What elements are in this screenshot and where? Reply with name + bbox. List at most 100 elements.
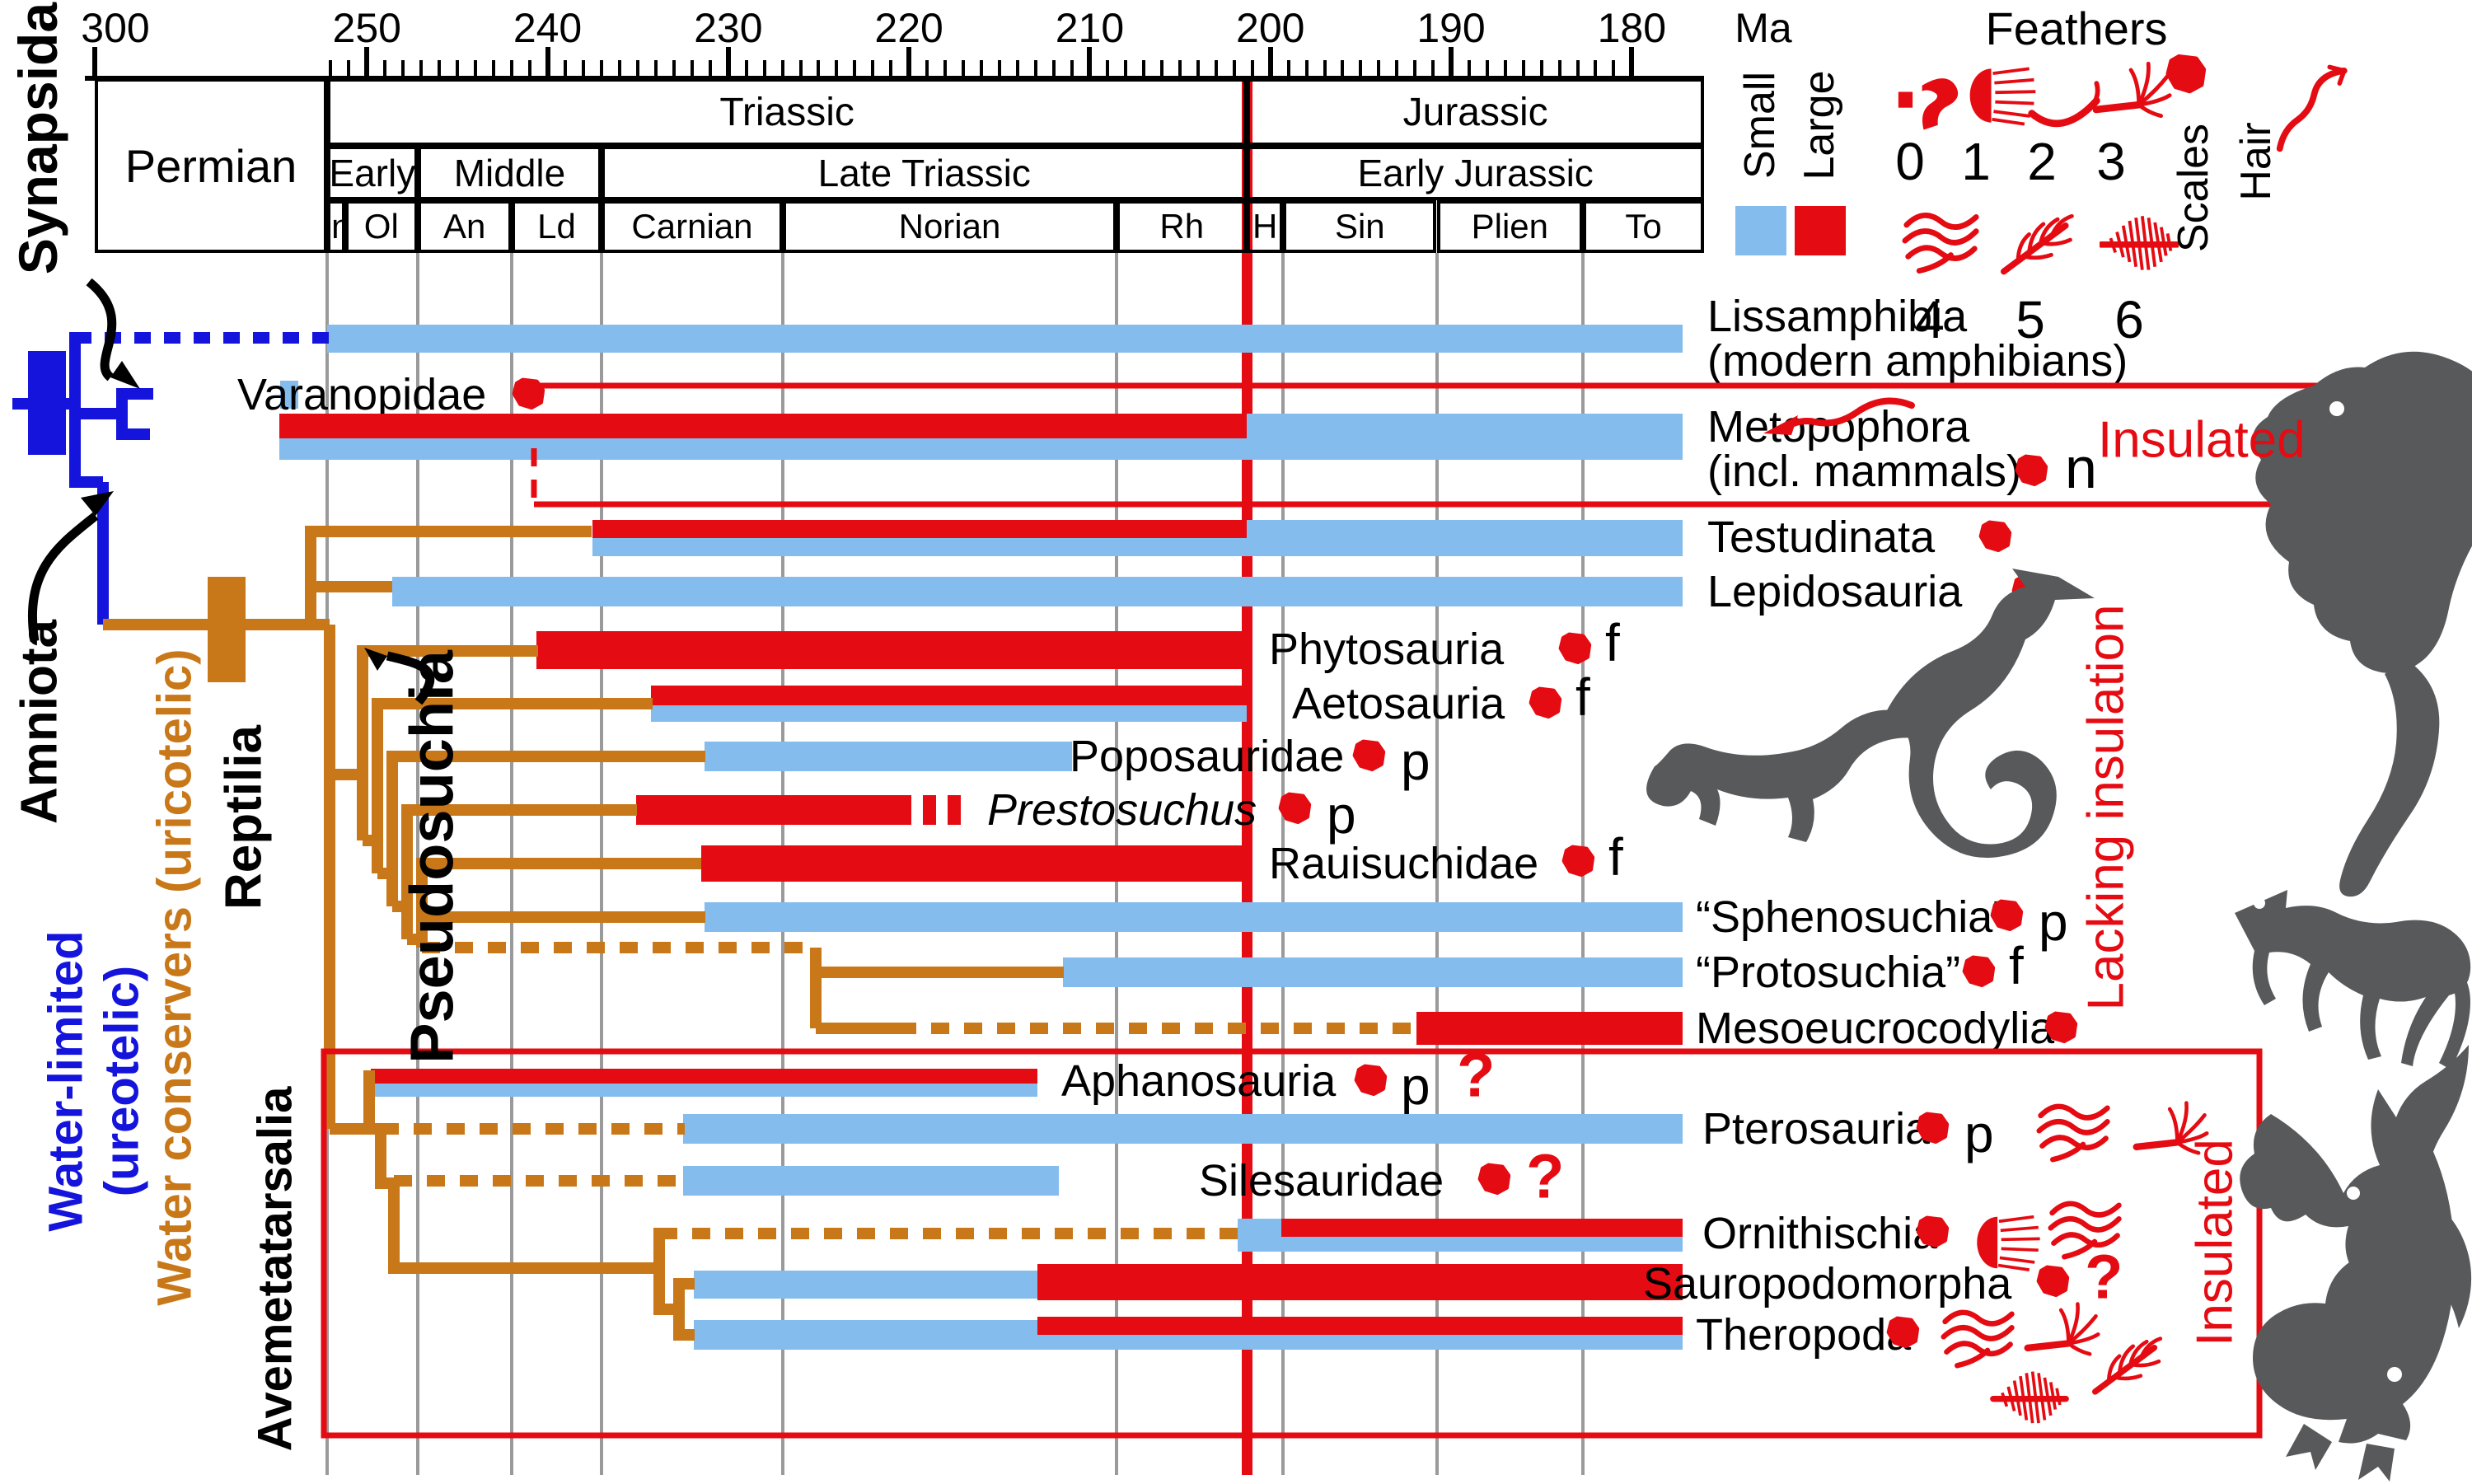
poposauridae-p-glyph: p xyxy=(1401,732,1430,791)
axis-minor-tick-251 xyxy=(347,60,351,78)
period-cell-permian: Permian xyxy=(95,78,327,253)
period-cell-early: Early xyxy=(327,146,418,200)
legend-small-swatch xyxy=(1735,206,1786,255)
period-cell-norian: Norian xyxy=(782,200,1117,253)
axis-minor-tick-186 xyxy=(1521,60,1525,78)
axis-minor-tick-222 xyxy=(871,60,875,78)
axis-minor-tick-218 xyxy=(943,60,947,78)
axis-minor-tick-223 xyxy=(853,60,857,78)
axis-minor-tick-244 xyxy=(473,60,477,78)
clade-label-amniota: Amniota xyxy=(11,620,68,824)
axis-label-210: 210 xyxy=(1055,5,1125,51)
axis-minor-tick-185 xyxy=(1539,60,1543,78)
axis-minor-tick-201 xyxy=(1250,60,1254,78)
sauropodomorpha-range-bar-1 xyxy=(1037,1264,1683,1300)
silesauridae-label: Silesauridae xyxy=(1199,1156,1444,1205)
lissamphibia-label: Lissamphibia xyxy=(1707,292,1968,341)
axis-minor-tick-227 xyxy=(780,60,784,78)
clade-arrows xyxy=(27,278,435,705)
testudinata-range-bar-1 xyxy=(592,538,1248,556)
axis-minor-tick-215 xyxy=(997,60,1001,78)
axis-minor-tick-237 xyxy=(600,60,604,78)
reptilia-node-marker xyxy=(208,577,246,682)
mesoeucrocodylia-range-bar-0 xyxy=(1416,1012,1683,1045)
axis-minor-tick-205 xyxy=(1178,60,1182,78)
axis-minor-tick-243 xyxy=(491,60,495,78)
axis-minor-tick-226 xyxy=(798,60,803,78)
period-cell-carnian: Carnian xyxy=(602,200,783,253)
axis-label-230: 230 xyxy=(694,5,763,51)
axis-major-tick-300 xyxy=(92,47,97,78)
clade-label-pseudosuchia: Pseudosuchia xyxy=(397,650,466,1064)
testudinata-range-bar-2 xyxy=(1247,520,1683,556)
aphanosauria-label: Aphanosauria xyxy=(1061,1056,1337,1106)
pterosauria-label: Pterosauria xyxy=(1702,1104,1931,1154)
axis-label-250: 250 xyxy=(332,5,401,51)
aphanosauria-range-bar-0 xyxy=(370,1069,1037,1084)
metopophora-range-bar-1 xyxy=(279,438,1248,460)
clade-label-ureotelic: (ureotelic) xyxy=(95,965,149,1197)
axis-label-190: 190 xyxy=(1416,5,1486,51)
prestosuchus-range-bar-1 xyxy=(897,795,972,825)
axis-minor-tick-202 xyxy=(1232,60,1236,78)
metopophora-label: Metopophora xyxy=(1707,402,1970,452)
period-cell-sin: Sin xyxy=(1283,200,1437,253)
axis-minor-tick-249 xyxy=(383,60,387,78)
varanopidae-range-bar-0 xyxy=(279,381,299,409)
period-cell-h: H xyxy=(1247,200,1284,253)
rauisuchidae-label: Rauisuchidae xyxy=(1269,839,1539,888)
aphanosauria-range-bar-1 xyxy=(370,1084,1037,1097)
axis-minor-tick-241 xyxy=(527,60,531,78)
ornithischia-range-bar-0 xyxy=(1238,1219,1281,1252)
metopophora-hair-n-glyph: n xyxy=(2065,436,2097,500)
axis-label-240: 240 xyxy=(513,5,583,51)
axis-minor-tick-229 xyxy=(744,60,748,78)
axis-minor-tick-183 xyxy=(1575,60,1580,78)
prestosuchus-p-glyph: p xyxy=(1327,785,1356,845)
phytosauria-range-bar-0 xyxy=(536,631,1248,669)
sauropodomorpha-label: Sauropodomorpha xyxy=(1643,1259,2012,1308)
pseudosuchian-silhouette xyxy=(1646,569,2095,858)
aphanosauria-p-glyph: p xyxy=(1401,1056,1430,1116)
lissamphibia-label-line2: (modern amphibians) xyxy=(1707,336,2128,386)
rauisuchidae-f-glyph: f xyxy=(1608,827,1623,887)
annotation-lacking-insulation: Lacking insulation xyxy=(2077,604,2135,1011)
axis-minor-tick-211 xyxy=(1070,60,1074,78)
axis-minor-tick-242 xyxy=(509,60,513,78)
prestosuchus-label: Prestosuchus xyxy=(987,785,1257,835)
period-cell-late-triassic: Late Triassic xyxy=(602,146,1248,200)
legend-feather-stage-number-0: 0 xyxy=(1895,132,1925,191)
axis-minor-tick-212 xyxy=(1051,60,1056,78)
axis-minor-tick-245 xyxy=(455,60,459,78)
metopophora-range-bar-0 xyxy=(279,414,1248,438)
period-cell-triassic: Triassic xyxy=(327,78,1248,146)
axis-minor-tick-189 xyxy=(1467,60,1471,78)
axis-minor-tick-217 xyxy=(961,60,965,78)
period-cell-ld: Ld xyxy=(511,200,602,253)
aetosauria-f-glyph: f xyxy=(1575,667,1590,727)
theropoda-range-bar-0 xyxy=(694,1320,1037,1350)
legend-feather-stage-number-5: 5 xyxy=(2016,290,2045,349)
axis-minor-tick-184 xyxy=(1557,60,1561,78)
legend-feather-stage-number-3: 3 xyxy=(2096,132,2126,191)
axis-minor-tick-224 xyxy=(835,60,839,78)
axis-label-300: 300 xyxy=(81,5,150,51)
legend-scales-icon xyxy=(2162,51,2215,107)
ornithischia-range-bar-2 xyxy=(1280,1237,1683,1252)
phytosauria-f-glyph: f xyxy=(1605,613,1620,672)
axis-minor-tick-235 xyxy=(636,60,640,78)
clade-label-synapsida: Synapsida xyxy=(7,2,68,275)
poposauridae-range-bar-0 xyxy=(705,742,1072,771)
synapsida-node-marker xyxy=(28,351,66,455)
axis-minor-tick-252 xyxy=(329,60,333,78)
insulated-mammal-box xyxy=(531,382,2329,508)
axis-minor-tick-225 xyxy=(817,60,821,78)
legend-hair-icon xyxy=(2264,43,2355,175)
legend-feather-stage-number-2: 2 xyxy=(2027,132,2057,191)
axis-minor-tick-195 xyxy=(1359,60,1363,78)
poposauridae-label: Poposauridae xyxy=(1070,732,1345,781)
sauropodomorpha-range-bar-0 xyxy=(694,1271,1037,1299)
